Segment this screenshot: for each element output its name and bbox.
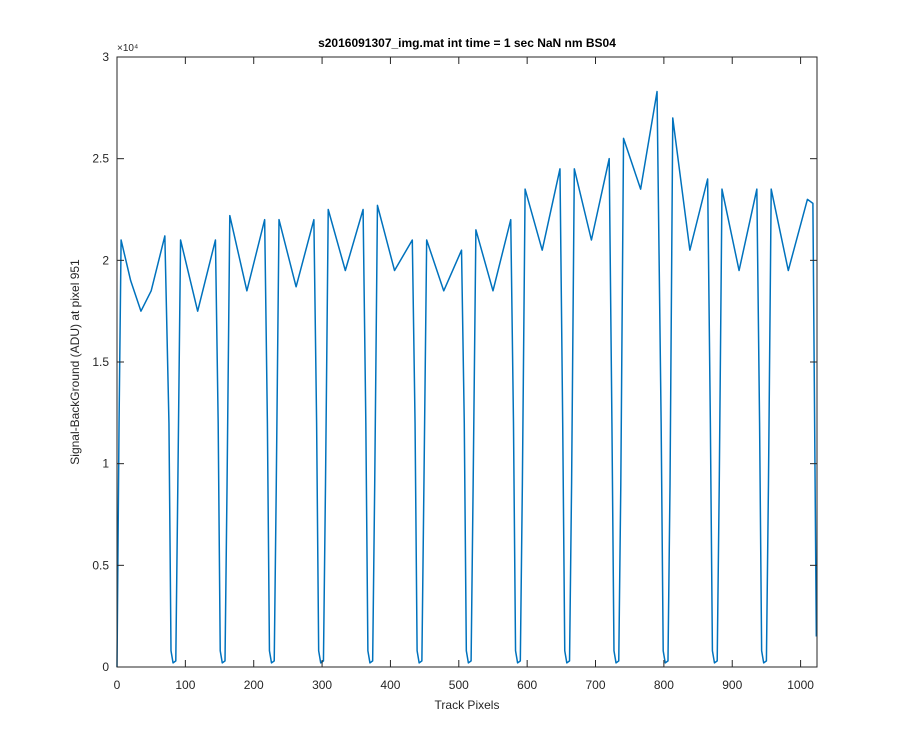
y-tick-label: 3 — [102, 50, 109, 64]
y-tick-label: 2 — [102, 253, 109, 267]
x-tick-label: 600 — [517, 678, 537, 692]
x-tick-label: 500 — [449, 678, 469, 692]
y-tick-label: 1.5 — [92, 355, 109, 369]
y-tick-label: 0 — [102, 660, 109, 674]
x-tick-label: 0 — [114, 678, 121, 692]
y-tick-label: 0.5 — [92, 558, 109, 572]
x-tick-label: 1000 — [787, 678, 814, 692]
x-tick-label: 300 — [312, 678, 332, 692]
x-axis-label: Track Pixels — [435, 698, 500, 712]
x-tick-label: 700 — [586, 678, 606, 692]
x-tick-label: 200 — [244, 678, 264, 692]
chart-title: s2016091307_img.mat int time = 1 sec NaN… — [318, 36, 616, 50]
y-tick-label: 2.5 — [92, 152, 109, 166]
data-line — [116, 90, 818, 668]
x-tick-label: 800 — [654, 678, 674, 692]
y-multiplier: ×10⁴ — [117, 43, 138, 54]
x-tick-label: 400 — [380, 678, 400, 692]
y-axis-label: Signal-BackGround (ADU) at pixel 951 — [68, 259, 82, 465]
y-tick-label: 1 — [102, 457, 109, 471]
x-tick-label: 900 — [722, 678, 742, 692]
x-tick-label: 100 — [175, 678, 195, 692]
